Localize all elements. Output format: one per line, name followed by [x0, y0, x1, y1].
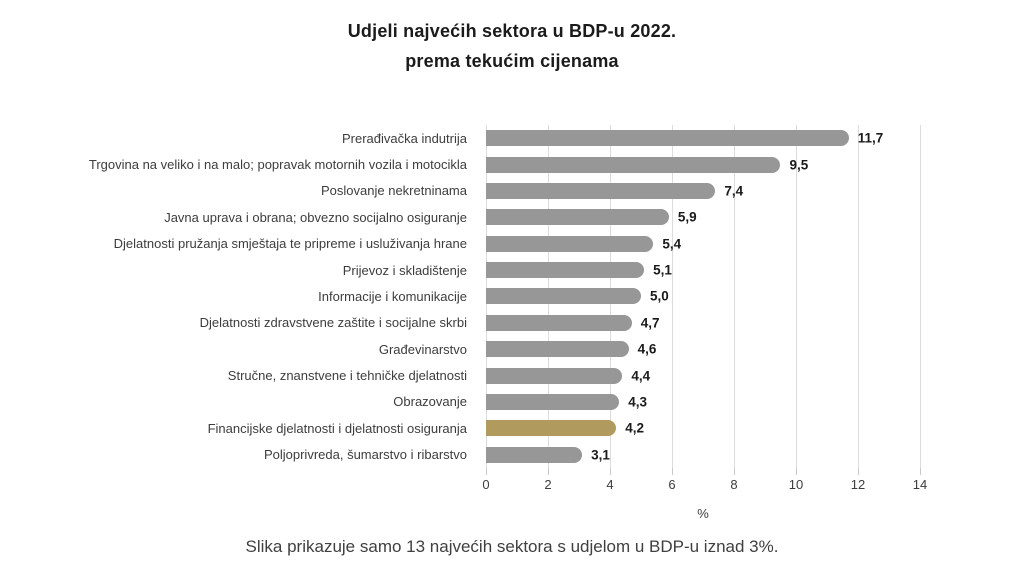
- bar-track: 4,7: [486, 314, 920, 331]
- bar-value-label: 4,7: [640, 315, 660, 331]
- category-label: Prijevoz i skladištenje: [342, 262, 467, 278]
- chart-row: Informacije i komunikacije 5,0: [0, 283, 1024, 309]
- chart-row: Javna uprava i obrana; obvezno socijalno…: [0, 204, 1024, 230]
- axis-tick-label: 12: [850, 477, 866, 492]
- axis-tick-label: 2: [544, 477, 552, 492]
- bar-value-label: 4,6: [637, 341, 657, 357]
- category-label: Financijske djelatnosti i djelatnosti os…: [207, 420, 467, 436]
- axis-tick: [734, 468, 735, 475]
- bar-value-label: 7,4: [724, 183, 744, 199]
- axis-tick: [672, 468, 673, 475]
- bar-track: 5,4: [486, 235, 920, 252]
- bar-track: 9,5: [486, 156, 920, 173]
- category-label: Poljoprivreda, šumarstvo i ribarstvo: [263, 447, 467, 463]
- bar-value-label: 9,5: [789, 157, 809, 173]
- chart-row: Financijske djelatnosti i djelatnosti os…: [0, 415, 1024, 441]
- chart-title-line1: Udjeli najvećih sektora u BDP-u 2022.: [347, 21, 677, 41]
- bar-value-label: 11,7: [857, 130, 884, 146]
- x-axis-unit-label: %: [697, 506, 709, 521]
- axis-tick-label: 6: [668, 477, 676, 492]
- category-label: Javna uprava i obrana; obvezno socijalno…: [164, 209, 467, 225]
- axis-tick: [610, 468, 611, 475]
- chart-row: Trgovina na veliko i na malo; popravak m…: [0, 151, 1024, 177]
- bar-track: 4,3: [486, 393, 920, 410]
- bar: [486, 288, 641, 305]
- axis-tick-label: 14: [912, 477, 928, 492]
- category-label: Djelatnosti pružanja smještaja te pripre…: [113, 236, 467, 252]
- bar-highlighted: [486, 420, 617, 437]
- bar-track: 4,2: [486, 420, 920, 437]
- chart-row: Stručne, znanstvene i tehničke djelatnos…: [0, 362, 1024, 388]
- chart-row: Obrazovanje 4,3: [0, 389, 1024, 415]
- chart-row: Građevinarstvo 4,6: [0, 336, 1024, 362]
- chart-row: Djelatnosti pružanja smještaja te pripre…: [0, 231, 1024, 257]
- bar-value-label: 5,9: [677, 209, 697, 225]
- bar: [486, 367, 623, 384]
- bar-track: 5,9: [486, 209, 920, 226]
- axis-tick: [486, 468, 487, 475]
- bar-value-label: 5,0: [650, 288, 669, 304]
- gridline: [672, 125, 673, 468]
- category-label: Građevinarstvo: [378, 341, 467, 357]
- bar-track: 4,6: [486, 341, 920, 358]
- bar: [486, 314, 632, 331]
- chart-row: Poslovanje nekretninama 7,4: [0, 178, 1024, 204]
- chart-title-line2: prema tekućim cijenama: [405, 51, 619, 71]
- gridline: [734, 125, 735, 468]
- chart-row: Djelatnosti zdravstvene zaštite i socija…: [0, 310, 1024, 336]
- bar-track: 5,1: [486, 262, 920, 279]
- bar: [486, 446, 583, 463]
- bar-track: 3,1: [486, 446, 920, 463]
- x-axis-tick-labels: 0 2 4 6 8 10 12 14: [482, 477, 927, 495]
- bar-track: 11,7: [486, 130, 920, 147]
- gridline: [858, 125, 859, 468]
- bar: [486, 393, 620, 410]
- axis-tick-label: 0: [482, 477, 490, 492]
- gridline: [796, 125, 797, 468]
- bar-value-label: 5,4: [662, 236, 682, 252]
- bar: [486, 235, 654, 252]
- category-label: Poslovanje nekretninama: [321, 183, 467, 199]
- bar: [486, 262, 645, 279]
- bar-value-label: 4,3: [628, 394, 648, 410]
- category-label: Obrazovanje: [393, 394, 467, 410]
- category-label: Prerađivačka indutrija: [341, 130, 467, 146]
- bar-track: 4,4: [486, 367, 920, 384]
- bar: [486, 130, 849, 147]
- chart-rows: Prerađivačka indutrija 11,7 Trgovina na ve…: [0, 125, 1024, 468]
- category-label: Stručne, znanstvene i tehničke djelatnos…: [227, 368, 467, 384]
- category-label: Trgovina na veliko i na malo; popravak m…: [88, 157, 467, 173]
- axis-tick: [858, 468, 859, 475]
- chart-row: Poljoprivreda, šumarstvo i ribarstvo 3,1: [0, 442, 1024, 468]
- chart-row: Prijevoz i skladištenje 5,1: [0, 257, 1024, 283]
- category-label: Informacije i komunikacije: [318, 288, 467, 304]
- bar: [486, 341, 629, 358]
- axis-tick-label: 8: [730, 477, 738, 492]
- bar-value-label: 3,1: [591, 447, 610, 463]
- axis-tick: [548, 468, 549, 475]
- category-label: Djelatnosti zdravstvene zaštite i socija…: [199, 315, 467, 331]
- chart-title: Udjeli najvećih sektora u BDP-u 2022. pr…: [0, 16, 1024, 76]
- bar-track: 7,4: [486, 182, 920, 199]
- bar-value-label: 5,1: [653, 262, 672, 278]
- chart-row: Prerađivačka indutrija 11,7: [0, 125, 1024, 151]
- x-axis-ticks: [486, 468, 921, 475]
- bar-track: 5,0: [486, 288, 920, 305]
- axis-tick: [920, 468, 921, 475]
- chart-caption: Slika prikazuje samo 13 najvećih sektora…: [245, 537, 779, 556]
- axis-tick-label: 10: [788, 477, 804, 492]
- bar: [486, 209, 669, 226]
- bar-chart: Prerađivačka indutrija 11,7 Trgovina na ve…: [0, 125, 1024, 521]
- bar-value-label: 4,2: [625, 420, 644, 436]
- bar: [486, 156, 781, 173]
- gridline: [920, 125, 921, 468]
- axis-tick: [796, 468, 797, 475]
- bar-value-label: 4,4: [631, 368, 651, 384]
- axis-tick-label: 4: [606, 477, 614, 492]
- bar: [486, 182, 716, 199]
